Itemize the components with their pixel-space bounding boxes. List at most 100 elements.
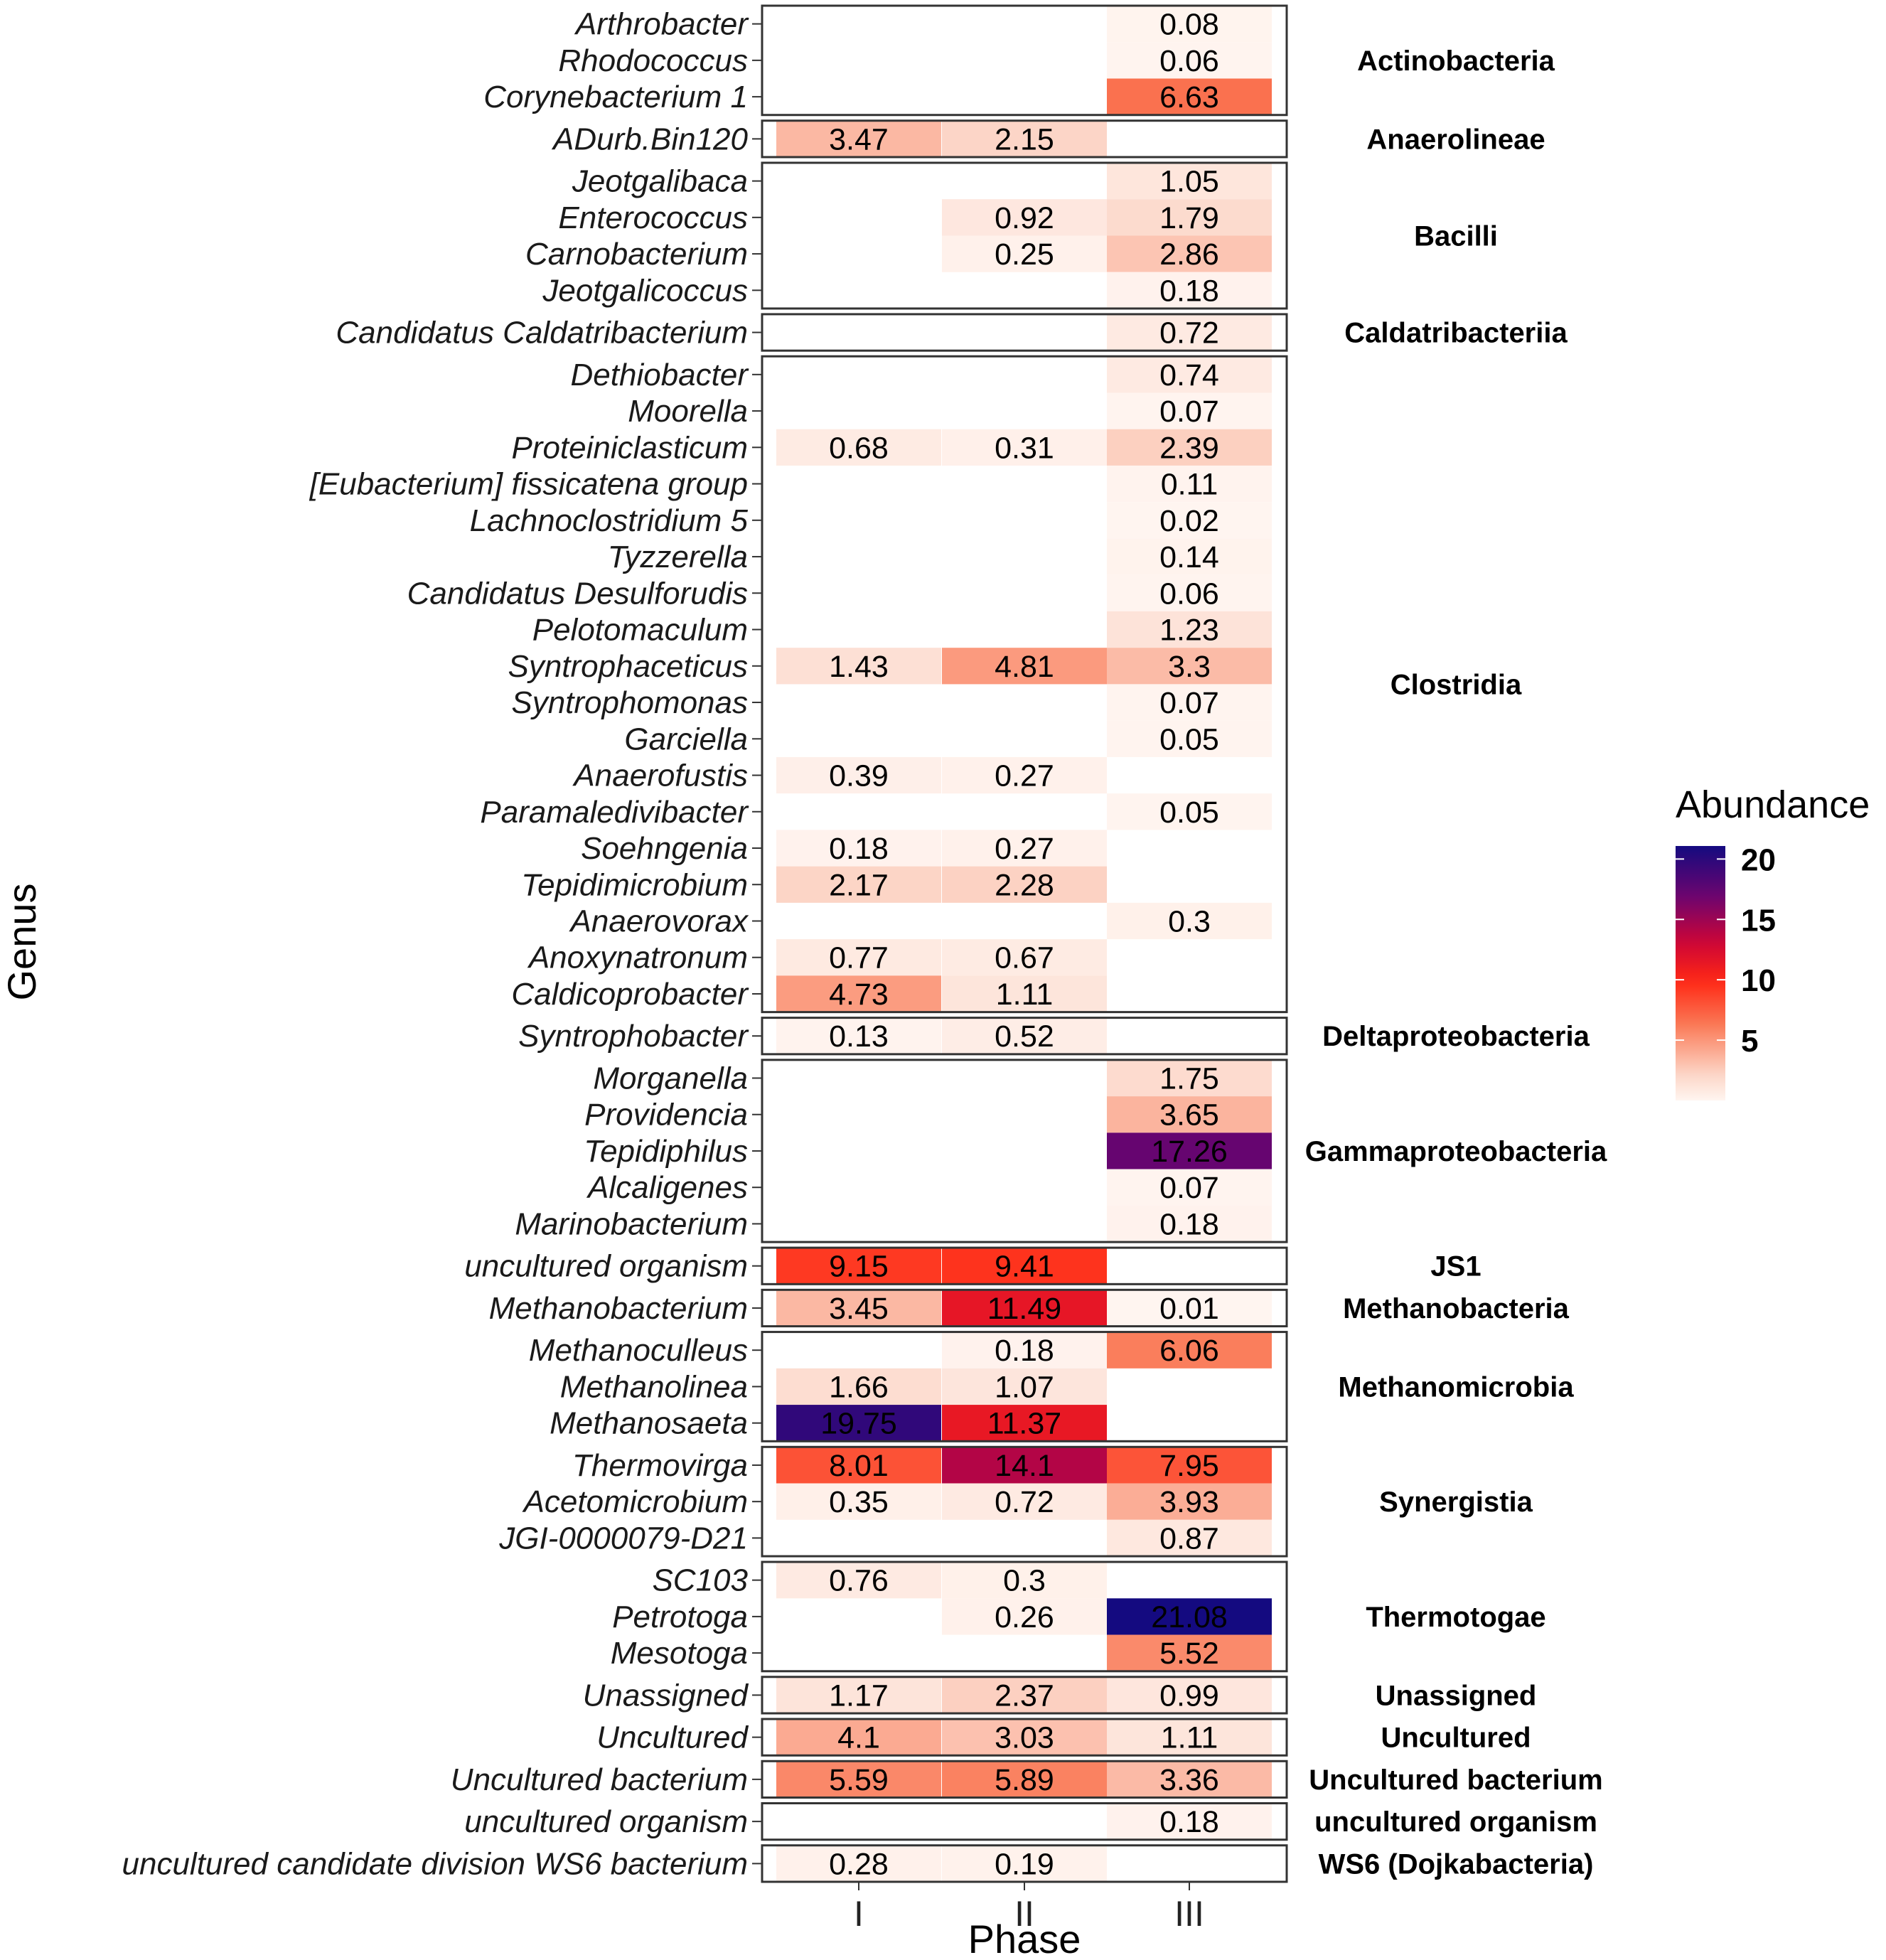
heatmap-cell bbox=[776, 1447, 941, 1484]
genus-label: Carnobacterium bbox=[525, 237, 748, 272]
panel-13: 4.1 3.03 1.11 Uncultured Uncultured bbox=[596, 1718, 1531, 1757]
panel-14: 5.59 5.89 3.36 Uncultured bacterium Uncultur… bbox=[451, 1760, 1603, 1799]
heatmap-cell bbox=[776, 429, 941, 466]
panel-border bbox=[761, 1760, 1288, 1799]
cell-value-label: 0.07 bbox=[1159, 686, 1219, 720]
heatmap-cell bbox=[942, 429, 1107, 466]
cell-value-label: 2.28 bbox=[995, 868, 1054, 902]
legend-tick-label: 10 bbox=[1741, 963, 1776, 998]
panel-3: 0.72 Candidatus Caldatribacterium Caldatri… bbox=[336, 313, 1568, 352]
legend-tick-label: 5 bbox=[1741, 1024, 1758, 1059]
genus-label: Methanobacterium bbox=[489, 1291, 748, 1326]
cell-value-label: 1.43 bbox=[829, 650, 889, 684]
panel-strip-label: Unassigned bbox=[1376, 1680, 1537, 1711]
heatmap-cell bbox=[1107, 793, 1272, 830]
heatmap-cell bbox=[776, 866, 941, 903]
cell-value-label: 0.06 bbox=[1159, 44, 1219, 78]
heatmap-cell bbox=[942, 756, 1107, 794]
panel-border bbox=[761, 1718, 1288, 1757]
heatmap-cell bbox=[942, 648, 1107, 685]
heatmap-cell bbox=[1107, 1719, 1272, 1756]
cell-value-label: 2.86 bbox=[1159, 237, 1219, 272]
heatmap-cell bbox=[776, 1676, 941, 1714]
heatmap-cell bbox=[1107, 78, 1272, 115]
genus-label: Mesotoga bbox=[611, 1636, 748, 1671]
heatmap-cell bbox=[1107, 538, 1272, 575]
heatmap-cell bbox=[776, 1719, 941, 1756]
heatmap-cell bbox=[1107, 1634, 1272, 1671]
panel-strip-label: Actinobacteria bbox=[1357, 45, 1555, 77]
genus-label: Candidatus Caldatribacterium bbox=[336, 316, 748, 350]
cell-value-label: 11.49 bbox=[987, 1292, 1061, 1326]
cell-value-label: 0.06 bbox=[1159, 577, 1219, 611]
cell-value-label: 0.31 bbox=[995, 431, 1054, 465]
cell-value-label: 1.07 bbox=[995, 1370, 1054, 1404]
heatmap-cell bbox=[942, 199, 1107, 236]
panel-strip-label: Caldatribacteriia bbox=[1344, 318, 1568, 349]
cell-value-label: 6.63 bbox=[1159, 80, 1219, 114]
cell-value-label: 2.39 bbox=[1159, 431, 1219, 465]
panel-border bbox=[761, 1560, 1288, 1673]
heatmap-cell bbox=[1107, 648, 1272, 685]
genus-label: Uncultured bacterium bbox=[451, 1762, 748, 1797]
panel-4: 0.74 Dethiobacter 0.07 Moorella 0.68 0.31 2.39… bbox=[309, 355, 1522, 1014]
genus-label: Acetomicrobium bbox=[522, 1484, 748, 1519]
heatmap-cell bbox=[942, 1290, 1107, 1327]
cell-value-label: 6.06 bbox=[1159, 1334, 1219, 1368]
heatmap-cell bbox=[776, 1405, 941, 1442]
heatmap-cell bbox=[942, 866, 1107, 903]
heatmap-cell bbox=[776, 1761, 941, 1798]
heatmap-cell bbox=[776, 975, 941, 1012]
genus-label: SC103 bbox=[652, 1563, 748, 1598]
cell-value-label: 0.01 bbox=[1159, 1292, 1219, 1326]
cell-value-label: 1.17 bbox=[829, 1678, 889, 1713]
panel-strip-label: Anaerolineae bbox=[1366, 124, 1545, 155]
heatmap-cell bbox=[942, 1676, 1107, 1714]
heatmap-cell bbox=[942, 1845, 1107, 1882]
panel-7: 9.15 9.41 uncultured organism JS1 bbox=[464, 1246, 1482, 1285]
genus-label: Corynebacterium 1 bbox=[483, 80, 748, 114]
heatmap-cell bbox=[1107, 235, 1272, 272]
heatmap-cell bbox=[942, 235, 1107, 272]
genus-label: Arthrobacter bbox=[574, 7, 749, 42]
panel-16: 0.28 0.19 uncultured candidate division WS… bbox=[122, 1844, 1594, 1883]
heatmap-cell bbox=[776, 648, 941, 685]
heatmap-cell bbox=[1107, 902, 1272, 940]
heatmap-cell bbox=[1107, 42, 1272, 79]
heatmap-cell bbox=[942, 1405, 1107, 1442]
cell-value-label: 17.26 bbox=[1151, 1135, 1228, 1169]
panel-border bbox=[761, 313, 1288, 352]
panel-12: 1.17 2.37 0.99 Unassigned Unassigned bbox=[583, 1676, 1537, 1715]
legend-tick-label: 20 bbox=[1741, 842, 1776, 877]
genus-label: Anaerovorax bbox=[569, 904, 749, 939]
cell-value-label: 0.14 bbox=[1159, 540, 1219, 574]
heatmap-cell bbox=[942, 1761, 1107, 1798]
heatmap-cell bbox=[1107, 1598, 1272, 1635]
heatmap-cell bbox=[942, 830, 1107, 867]
heatmap-cell bbox=[942, 939, 1107, 976]
genus-label: Tepidiphilus bbox=[584, 1134, 748, 1169]
cell-value-label: 0.3 bbox=[1003, 1564, 1046, 1598]
panel-strip-label: WS6 (Dojkabacteria) bbox=[1319, 1848, 1594, 1880]
heatmap-cell bbox=[942, 1248, 1107, 1285]
heatmap-cell bbox=[1107, 6, 1272, 43]
cell-value-label: 0.74 bbox=[1159, 358, 1219, 392]
cell-value-label: 3.03 bbox=[995, 1721, 1054, 1755]
genus-label: ADurb.Bin120 bbox=[551, 122, 748, 156]
x-tick-label: I bbox=[854, 1894, 864, 1934]
heatmap-cell bbox=[942, 1562, 1107, 1599]
cell-value-label: 5.59 bbox=[829, 1763, 889, 1797]
panel-strip-label: Methanobacteria bbox=[1343, 1293, 1570, 1324]
genus-label: Dethiobacter bbox=[571, 358, 750, 392]
heatmap-cell bbox=[1107, 1483, 1272, 1520]
cell-value-label: 8.01 bbox=[829, 1449, 889, 1483]
cell-value-label: 0.26 bbox=[995, 1600, 1054, 1634]
panel-border bbox=[761, 1676, 1288, 1715]
genus-label: [Eubacterium] fissicatena group bbox=[309, 467, 748, 502]
panel-border bbox=[761, 1445, 1288, 1558]
genus-label: Unassigned bbox=[583, 1678, 749, 1713]
panel-6: 1.75 Morganella 3.65 Providencia 17.26 Tepidi… bbox=[515, 1059, 1607, 1243]
cell-value-label: 0.08 bbox=[1159, 8, 1219, 42]
cell-value-label: 11.37 bbox=[987, 1407, 1061, 1441]
